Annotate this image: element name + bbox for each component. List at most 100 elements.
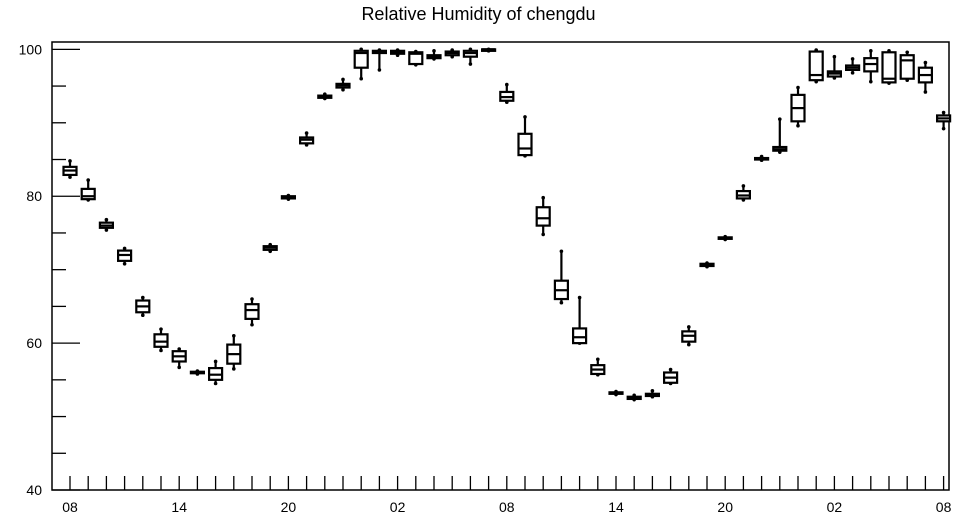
whisker-high-cap: [541, 195, 545, 200]
whisker-high-cap: [432, 49, 436, 53]
box: [116, 246, 133, 266]
box: [899, 50, 915, 82]
box: [353, 47, 369, 81]
box: [535, 195, 551, 237]
box: [681, 325, 697, 347]
whisker-high-cap: [141, 295, 145, 300]
whisker-high-cap: [341, 77, 345, 82]
whisker-high-cap: [159, 327, 163, 331]
whisker-high-cap: [832, 54, 837, 59]
whisker-low-cap: [104, 228, 109, 232]
box: [608, 389, 624, 397]
box: [280, 193, 296, 201]
whisker-low-cap: [359, 76, 364, 81]
box: [863, 49, 879, 84]
box: [935, 110, 952, 131]
whisker-high-cap: [577, 295, 582, 300]
box-series: [62, 47, 952, 402]
whisker-high-cap: [778, 117, 782, 121]
whisker-high-cap: [850, 57, 855, 61]
plot-frame: [51, 41, 950, 491]
box: [371, 48, 387, 72]
box: [590, 357, 606, 377]
whisker-high-cap: [796, 85, 800, 90]
box-body: [80, 187, 96, 201]
whisker-high-cap: [122, 246, 127, 251]
box: [462, 47, 478, 66]
box: [262, 242, 278, 254]
whisker-low-cap: [377, 68, 382, 72]
y-tick-label: 80: [26, 188, 42, 204]
box: [644, 389, 661, 399]
box: [753, 154, 770, 163]
x-tick-label: 08: [936, 499, 952, 515]
box: [790, 85, 806, 128]
y-tick-label: 100: [19, 41, 43, 57]
whisker-high-cap: [559, 249, 564, 254]
whisker-low-cap: [941, 126, 946, 131]
box: [299, 131, 315, 147]
whisker-high-cap: [177, 347, 181, 351]
y-tick-label: 60: [26, 335, 42, 351]
whisker-low-cap: [177, 365, 181, 370]
whisker-high-cap: [505, 82, 509, 87]
box: [917, 60, 934, 94]
y-axis: 40 60 80 100: [19, 41, 80, 498]
box: [408, 49, 424, 67]
whisker-low-cap: [869, 79, 873, 84]
box: [826, 54, 843, 80]
x-tick-label: 08: [499, 499, 515, 515]
whisker-high-cap: [596, 357, 600, 362]
box: [772, 117, 788, 154]
box: [80, 178, 96, 202]
box-body: [881, 51, 897, 84]
box: [208, 359, 224, 386]
whisker-low-cap: [141, 313, 145, 318]
box-body: [571, 327, 588, 345]
box: [699, 261, 715, 269]
whisker-low-cap: [122, 261, 127, 266]
x-tick-label: 14: [171, 499, 187, 515]
box: [390, 48, 406, 58]
box: [98, 217, 115, 232]
box-body: [408, 51, 424, 66]
whisker-high-cap: [68, 159, 72, 163]
box: [571, 295, 588, 345]
box: [553, 249, 570, 305]
box-body: [244, 303, 260, 320]
whisker-high-cap: [741, 184, 746, 188]
box: [226, 333, 242, 371]
chart-title: Relative Humidity of chengdu: [361, 4, 596, 24]
whisker-low-cap: [68, 175, 72, 179]
whisker-low-cap: [796, 123, 800, 128]
x-tick-label: 20: [281, 499, 297, 515]
x-tick-label: 08: [62, 499, 78, 515]
whisker-low-cap: [559, 300, 564, 305]
y-tick-label: 40: [26, 482, 42, 498]
box: [844, 57, 861, 75]
whisker-high-cap: [86, 178, 90, 182]
box: [135, 295, 151, 318]
x-axis: 08 14 20 02 08 14 20 02 08: [62, 476, 952, 515]
whisker-high-cap: [687, 325, 691, 329]
box: [171, 347, 187, 370]
box-body: [353, 49, 369, 69]
box-body: [517, 132, 533, 157]
whisker-low-cap: [541, 232, 545, 237]
x-tick-label: 14: [608, 499, 624, 515]
whisker-low-cap: [250, 322, 254, 327]
whisker-high-cap: [232, 333, 236, 338]
box-body: [899, 54, 915, 80]
whisker-high-cap: [905, 50, 909, 55]
box: [153, 327, 169, 353]
whisker-high-cap: [304, 131, 309, 135]
x-tick-label: 02: [390, 499, 406, 515]
whisker-high-cap: [104, 217, 109, 222]
whisker-high-cap: [250, 297, 254, 301]
box-body: [535, 206, 551, 227]
box: [244, 297, 260, 327]
whisker-low-cap: [468, 62, 473, 66]
whisker-low-cap: [850, 71, 855, 75]
